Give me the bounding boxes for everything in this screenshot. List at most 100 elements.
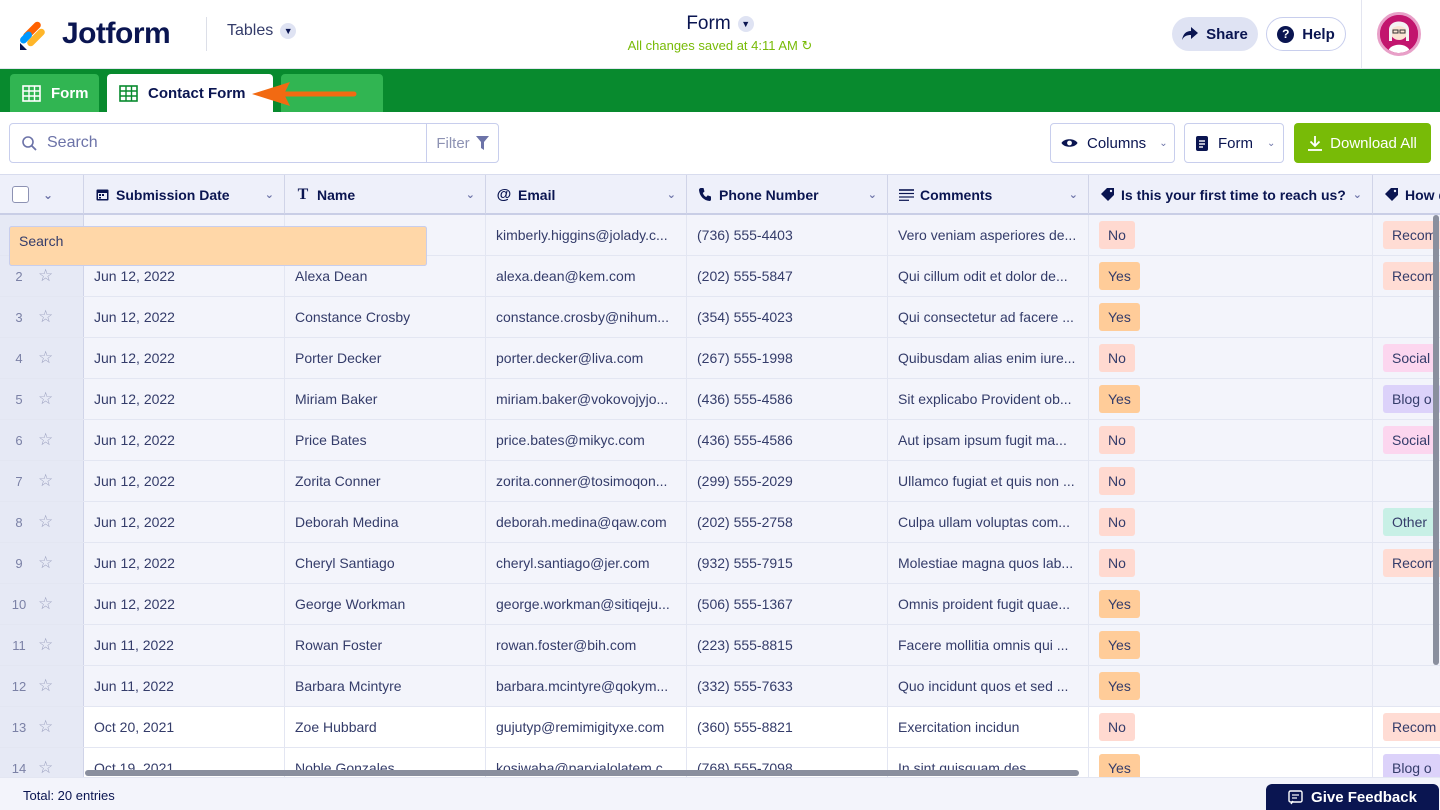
cell-submission-date[interactable]: Jun 11, 2022 — [84, 625, 285, 665]
cell-phone[interactable]: (436) 555-4586 — [687, 420, 888, 460]
cell-first-time[interactable]: Yes — [1089, 297, 1373, 337]
cell-submission-date[interactable]: Jun 12, 2022 — [84, 256, 285, 296]
cell-name[interactable]: Alexa Dean — [285, 256, 486, 296]
cell-name[interactable]: Miriam Baker — [285, 379, 486, 419]
cell-how[interactable]: Blog o — [1373, 379, 1440, 419]
cell-submission-date[interactable]: Jun 12, 2022 — [84, 461, 285, 501]
form-select-button[interactable]: Form ⌄ — [1184, 123, 1284, 163]
star-icon[interactable]: ☆ — [38, 635, 54, 654]
cell-submission-date[interactable]: Jun 12, 2022 — [84, 502, 285, 542]
cell-first-time[interactable]: No — [1089, 543, 1373, 583]
cell-comments[interactable]: Qui cillum odit et dolor de... — [888, 256, 1089, 296]
table-row[interactable]: 7 ☆ Jun 12, 2022 Zorita Conner zorita.conner… — [0, 226, 1440, 502]
cell-phone[interactable]: (299) 555-2029 — [687, 461, 888, 501]
table-row[interactable]: 3 ☆ Jun 12, 2022 Constance Crosby constance.… — [0, 226, 1440, 338]
cell-first-time[interactable]: Yes — [1089, 584, 1373, 624]
share-button[interactable]: Share — [1172, 17, 1258, 51]
cell-phone[interactable]: (202) 555-5847 — [687, 256, 888, 296]
cell-phone[interactable]: (332) 555-7633 — [687, 666, 888, 706]
avatar[interactable] — [1377, 12, 1421, 56]
cell-phone[interactable]: (932) 555-7915 — [687, 543, 888, 583]
cell-email[interactable]: cheryl.santiago@jer.com — [486, 543, 687, 583]
cell-name[interactable]: Constance Crosby — [285, 297, 486, 337]
cell-email[interactable]: rowan.foster@bih.com — [486, 625, 687, 665]
cell-first-time[interactable]: Yes — [1089, 625, 1373, 665]
filter-button[interactable]: Filter — [426, 123, 499, 163]
cell-submission-date[interactable]: Oct 20, 2021 — [84, 707, 285, 747]
table-row[interactable]: 4 ☆ Jun 12, 2022 Porter Decker porter.decker… — [0, 338, 1440, 379]
cell-email[interactable]: price.bates@mikyc.com — [486, 420, 687, 460]
cell-first-time[interactable]: No — [1089, 338, 1373, 378]
column-header-comments[interactable]: Comments ⌄ — [888, 175, 1089, 214]
table-row[interactable]: 6 ☆ Jun 12, 2022 Price Bates price.bates@mik… — [0, 420, 1440, 461]
cell-how[interactable]: Recom — [1373, 215, 1440, 255]
cell-email[interactable]: porter.decker@liva.com — [486, 338, 687, 378]
cell-comments[interactable]: Sit explicabo Provident ob... — [888, 379, 1089, 419]
cell-phone[interactable]: (202) 555-2758 — [687, 502, 888, 542]
star-icon[interactable]: ☆ — [38, 512, 54, 531]
tables-menu[interactable]: Tables ▼ — [227, 22, 297, 40]
help-button[interactable]: ? Help — [1266, 17, 1346, 51]
column-header-name[interactable]: T Name ⌄ — [285, 175, 486, 214]
cell-email[interactable]: deborah.medina@qaw.com — [486, 502, 687, 542]
cell-how[interactable]: Blog o — [1373, 748, 1440, 777]
cell-comments[interactable]: Vero veniam asperiores de... — [888, 215, 1089, 255]
cell-comments[interactable]: Quo incidunt quos et sed ... — [888, 666, 1089, 706]
cell-name[interactable]: Barbara Mcintyre — [285, 666, 486, 706]
cell-how[interactable]: Search — [9, 226, 1440, 501]
star-icon[interactable]: ☆ — [38, 430, 54, 449]
cell-how[interactable]: Recom — [1373, 543, 1440, 583]
cell-phone[interactable]: (223) 555-8815 — [687, 625, 888, 665]
cell-comments[interactable]: Molestiae magna quos lab... — [888, 543, 1089, 583]
cell-name[interactable]: Porter Decker — [285, 338, 486, 378]
cell-email[interactable]: miriam.baker@vokovojyjo... — [486, 379, 687, 419]
cell-name[interactable]: Deborah Medina — [285, 502, 486, 542]
table-row[interactable]: 5 ☆ Jun 12, 2022 Miriam Baker miriam.baker@v… — [0, 379, 1440, 420]
cell-comments[interactable]: Aut ipsam ipsum fugit ma... — [888, 420, 1089, 460]
column-header-email[interactable]: @ Email ⌄ — [486, 175, 687, 214]
cell-submission-date[interactable]: Jun 12, 2022 — [84, 379, 285, 419]
star-icon[interactable]: ☆ — [38, 717, 54, 736]
cell-email[interactable]: gujutyp@remimigityxe.com — [486, 707, 687, 747]
cell-name[interactable]: Rowan Foster — [285, 625, 486, 665]
cell-phone[interactable]: (360) 555-8821 — [687, 707, 888, 747]
cell-how[interactable]: Recom — [1373, 707, 1440, 747]
table-row[interactable]: 11 ☆ Jun 11, 2022 Rowan Foster rowan.foster@… — [0, 226, 1440, 666]
cell-comments[interactable]: Facere mollitia omnis qui ... — [888, 625, 1089, 665]
cell-first-time[interactable]: No — [1089, 707, 1373, 747]
horizontal-scrollbar[interactable] — [85, 770, 1079, 776]
column-header-submission-date[interactable]: Submission Date ⌄ — [84, 175, 285, 214]
star-icon[interactable]: ☆ — [38, 348, 54, 367]
cell-first-time[interactable]: No — [1089, 420, 1373, 460]
cell-phone[interactable]: (436) 555-4586 — [687, 379, 888, 419]
table-row[interactable]: 9 ☆ Jun 12, 2022 Cheryl Santiago cheryl.sant… — [0, 543, 1440, 584]
cell-how[interactable]: Social — [1373, 420, 1440, 460]
cell-name[interactable]: Price Bates — [285, 420, 486, 460]
star-icon[interactable]: ☆ — [38, 266, 54, 285]
star-icon[interactable]: ☆ — [38, 676, 54, 695]
chevron-down-icon[interactable]: ⌄ — [465, 189, 475, 201]
cell-submission-date[interactable]: Jun 12, 2022 — [84, 584, 285, 624]
table-row[interactable]: 10 ☆ Jun 12, 2022 George Workman george.work… — [0, 226, 1440, 625]
cell-email[interactable]: zorita.conner@tosimoqon... — [486, 461, 687, 501]
cell-how[interactable]: Other — [1373, 502, 1440, 542]
cell-submission-date[interactable]: Jun 12, 2022 — [84, 338, 285, 378]
cell-email[interactable]: kosiwaba@paryjalolatem.c... — [486, 748, 687, 777]
cell-how[interactable]: Social — [1373, 338, 1440, 378]
cell-name[interactable]: Zoe Hubbard — [285, 707, 486, 747]
search-input[interactable] — [47, 134, 407, 152]
star-icon[interactable]: ☆ — [38, 307, 54, 326]
chevron-down-icon[interactable]: ⌄ — [264, 189, 274, 201]
cell-phone[interactable]: (354) 555-4023 — [687, 297, 888, 337]
chevron-down-icon[interactable]: ⌄ — [1068, 189, 1078, 201]
cell-submission-date[interactable]: Jun 12, 2022 — [84, 420, 285, 460]
table-row[interactable]: 13 ☆ Oct 20, 2021 Zoe Hubbard gujutyp@remimi… — [0, 707, 1440, 748]
cell-submission-date[interactable]: Jun 12, 2022 — [84, 543, 285, 583]
cell-first-time[interactable]: No — [1089, 215, 1373, 255]
cell-email[interactable]: barbara.mcintyre@qokym... — [486, 666, 687, 706]
cell-phone[interactable]: (267) 555-1998 — [687, 338, 888, 378]
cell-phone[interactable]: (506) 555-1367 — [687, 584, 888, 624]
cell-comments[interactable]: Qui consectetur ad facere ... — [888, 297, 1089, 337]
cell-name[interactable]: Cheryl Santiago — [285, 543, 486, 583]
cell-email[interactable]: constance.crosby@nihum... — [486, 297, 687, 337]
